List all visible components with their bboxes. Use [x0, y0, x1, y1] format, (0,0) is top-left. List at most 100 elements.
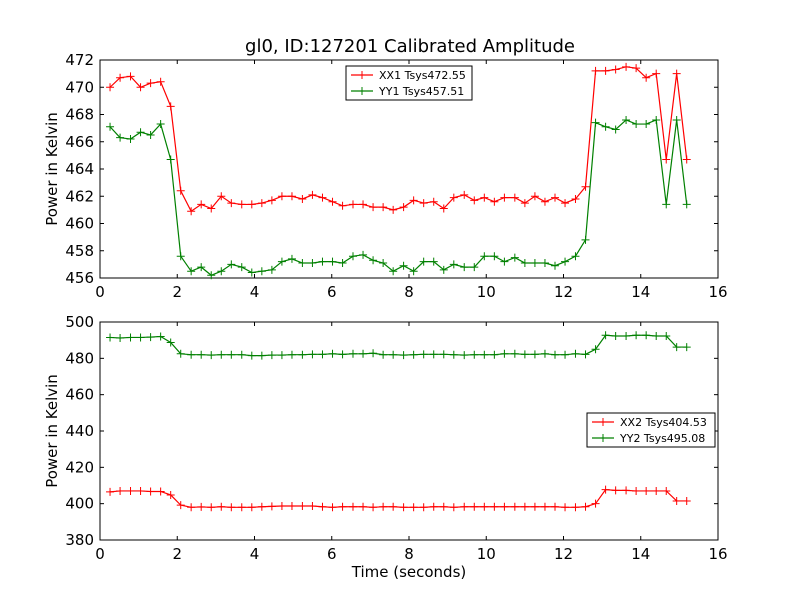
data-point: [207, 503, 216, 512]
data-point: [328, 197, 337, 206]
x-tick-label: 10: [477, 545, 496, 563]
data-point: [136, 128, 145, 137]
x-tick-label: 8: [404, 545, 414, 563]
data-point: [308, 502, 317, 511]
data-point: [156, 487, 165, 496]
data-point: [591, 499, 600, 508]
data-point: [197, 350, 206, 359]
y-tick-label: 480: [65, 349, 94, 367]
data-point: [540, 259, 549, 268]
data-point: [662, 155, 671, 164]
data-point: [581, 502, 590, 511]
x-tick-label: 14: [631, 545, 650, 563]
data-point: [348, 252, 357, 261]
data-point: [622, 486, 631, 495]
data-point: [510, 349, 519, 358]
legend-box: [345, 65, 473, 101]
data-point: [672, 69, 681, 78]
x-tick-label: 2: [172, 545, 182, 563]
data-point: [379, 502, 388, 511]
x-tick-label: 12: [554, 545, 573, 563]
data-point: [611, 125, 620, 134]
data-point: [298, 194, 307, 203]
data-point: [176, 186, 185, 195]
data-point: [227, 260, 236, 269]
data-point: [197, 200, 206, 209]
data-point: [591, 118, 600, 127]
data-point: [500, 502, 509, 511]
data-point: [409, 503, 418, 512]
data-point: [682, 155, 691, 164]
data-point: [338, 259, 347, 268]
data-point: [257, 267, 266, 276]
x-tick-label: 4: [250, 283, 260, 301]
data-point: [187, 503, 196, 512]
data-point: [197, 502, 206, 511]
data-point: [318, 257, 327, 266]
x-tick-label: 6: [327, 545, 337, 563]
data-point: [106, 333, 115, 342]
data-point: [176, 501, 185, 510]
data-point: [480, 502, 489, 511]
data-point: [561, 257, 570, 266]
legend-entry: XX1 Tsys472.55: [379, 69, 466, 82]
data-point: [389, 205, 398, 214]
data-point: [490, 197, 499, 206]
data-point: [419, 350, 428, 359]
data-point: [277, 257, 286, 266]
data-point: [409, 267, 418, 276]
data-point: [510, 253, 519, 262]
data-point: [611, 331, 620, 340]
data-point: [116, 133, 125, 142]
data-point: [328, 257, 337, 266]
y-tick-label: 380: [65, 531, 94, 549]
data-point: [561, 350, 570, 359]
data-point: [601, 66, 610, 75]
legend-entry: YY1 Tsys457.51: [378, 85, 464, 98]
data-point: [126, 72, 135, 81]
data-point: [470, 350, 479, 359]
data-point: [449, 503, 458, 512]
data-point: [267, 196, 276, 205]
data-point: [490, 502, 499, 511]
data-point: [126, 333, 135, 342]
data-point: [571, 349, 580, 358]
data-point: [338, 350, 347, 359]
data-point: [419, 199, 428, 208]
data-point: [187, 267, 196, 276]
data-point: [632, 331, 641, 340]
data-point: [520, 259, 529, 268]
data-point: [267, 351, 276, 360]
data-point: [682, 343, 691, 352]
data-point: [379, 203, 388, 212]
data-point: [227, 350, 236, 359]
data-point: [308, 259, 317, 268]
data-point: [187, 207, 196, 216]
data-point: [247, 268, 256, 277]
data-point: [328, 503, 337, 512]
data-point: [581, 235, 590, 244]
data-point: [460, 263, 469, 272]
y-tick-label: 500: [65, 313, 94, 331]
data-point: [348, 200, 357, 209]
x-tick-label: 10: [477, 283, 496, 301]
data-point: [460, 351, 469, 360]
x-tick-label: 4: [250, 545, 260, 563]
data-point: [227, 199, 236, 208]
data-point: [136, 83, 145, 92]
data-point: [530, 350, 539, 359]
data-point: [359, 349, 368, 358]
data-point: [571, 252, 580, 261]
data-point: [460, 190, 469, 199]
data-point: [369, 503, 378, 512]
data-point: [439, 502, 448, 511]
data-point: [622, 62, 631, 71]
data-point: [389, 267, 398, 276]
data-point: [257, 199, 266, 208]
data-point: [642, 120, 651, 129]
data-point: [166, 338, 175, 347]
data-point: [217, 502, 226, 511]
data-point: [500, 349, 509, 358]
data-point: [480, 252, 489, 261]
legend-marker: [358, 71, 366, 79]
